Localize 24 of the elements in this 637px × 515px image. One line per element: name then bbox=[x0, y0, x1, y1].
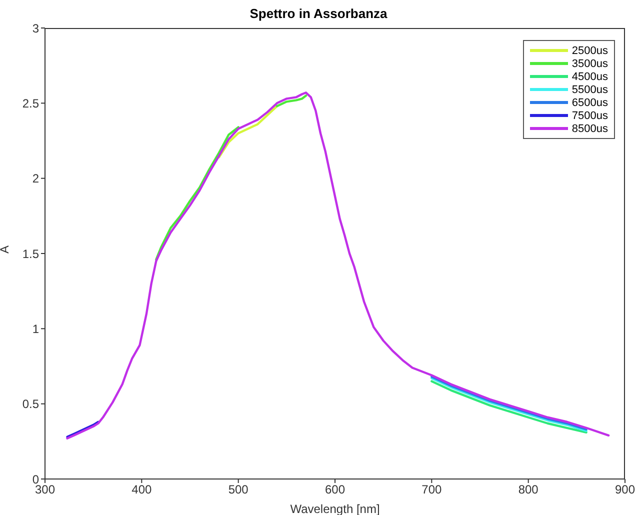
y-tick-label: 2 bbox=[32, 172, 40, 186]
x-tick-label: 400 bbox=[132, 482, 152, 497]
x-tick-label: 600 bbox=[324, 482, 346, 497]
y-tick-label: 0.5 bbox=[22, 397, 40, 412]
y-tick-label: 3 bbox=[32, 21, 40, 36]
x-tick-label: 800 bbox=[518, 482, 539, 497]
legend-label: 2500us bbox=[572, 44, 608, 56]
y-tick-label: 1.5 bbox=[22, 246, 40, 261]
legend-label: 8500us bbox=[572, 122, 608, 134]
y-tick-label: 2.5 bbox=[22, 96, 40, 110]
x-tick-label: 700 bbox=[422, 482, 442, 497]
line-series bbox=[218, 105, 278, 158]
chart-title: Spettro in Assorbanza bbox=[248, 6, 388, 21]
legend-label: 3500us bbox=[572, 58, 608, 70]
line-series bbox=[66, 92, 610, 440]
legend-label: 4500us bbox=[572, 70, 608, 82]
x-tick-label: 500 bbox=[228, 482, 249, 497]
x-tick-label: 900 bbox=[614, 482, 636, 497]
y-axis-title: A bbox=[0, 245, 12, 254]
legend-label: 5500us bbox=[572, 84, 608, 96]
line-series bbox=[66, 420, 100, 438]
legend-label: 6500us bbox=[572, 96, 608, 108]
y-tick-label: 1 bbox=[32, 322, 40, 336]
legend-label: 7500us bbox=[572, 110, 608, 122]
